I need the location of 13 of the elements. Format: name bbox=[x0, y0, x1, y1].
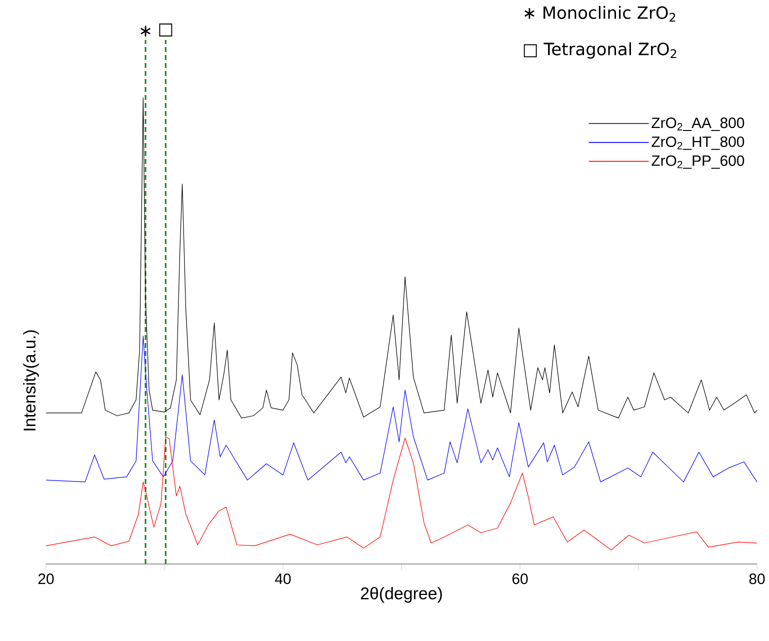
x-tick-label: 20 bbox=[38, 574, 54, 584]
ref-line-label: □ bbox=[159, 24, 172, 36]
x-tick-label: 80 bbox=[749, 574, 765, 584]
x-axis-title: 2θ(degree) bbox=[360, 586, 442, 603]
x-tick-label: 40 bbox=[275, 574, 291, 584]
x-tick-label: 60 bbox=[512, 574, 528, 584]
legend-label: ZrO$_{2}$_PP_600 bbox=[652, 155, 744, 169]
text: ∗ Monoclinic ZrO$_{2}$ bbox=[524, 6, 676, 22]
text: □ Tetragonal ZrO$_{2}$ bbox=[524, 42, 676, 59]
legend-label: ZrO$_{2}$_AA_800 bbox=[652, 118, 744, 131]
ref-line-label: ∗ bbox=[140, 26, 150, 36]
y-axis-title: Intensity(a.u.) bbox=[23, 330, 39, 430]
legend-label: ZrO$_{2}$_HT_800 bbox=[652, 136, 744, 150]
